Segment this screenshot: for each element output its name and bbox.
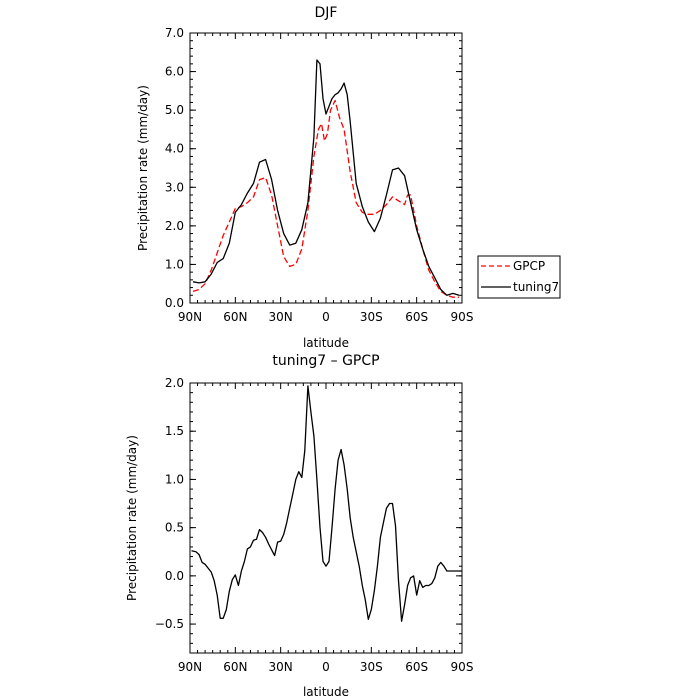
x-tick-label: 60N	[223, 310, 247, 324]
y-tick-label: 7.0	[165, 26, 184, 40]
chart-title: tuning7 – GPCP	[272, 353, 379, 369]
x-tick-label: 60S	[405, 310, 428, 324]
series-group	[192, 59, 460, 298]
y-tick-label: −0.5	[155, 617, 184, 631]
legend-label-gpcp: GPCP	[513, 259, 545, 273]
y-tick-label: 4.0	[165, 142, 184, 156]
panel-djf: DJF 90N 60N 30N 0 30S 60S 90S 0.0 1.0 2.0 3.0 4.0 5.…	[136, 5, 473, 350]
x-tick-label: 30N	[269, 310, 293, 324]
x-axis-label: latitude	[303, 336, 349, 350]
x-tick-label: 30S	[360, 660, 383, 674]
y-tick-label: 0.0	[165, 569, 184, 583]
x-tick-label: 60S	[405, 660, 428, 674]
x-tick-label: 0	[322, 660, 330, 674]
x-tick-label: 90S	[451, 310, 474, 324]
tick-group: 90N 60N 30N 0 30S 60S 90S −0.5 0.0 0.5 1.0 1.5 2.0	[155, 376, 474, 674]
y-tick-label: 3.0	[165, 180, 184, 194]
y-tick-label: 1.0	[165, 472, 184, 486]
y-tick-label: 1.0	[165, 257, 184, 271]
legend: GPCP tuning7	[477, 255, 561, 299]
series-group	[191, 385, 462, 622]
x-tick-label: 90N	[178, 310, 202, 324]
x-tick-label: 30S	[360, 310, 383, 324]
y-tick-label: 2.0	[165, 219, 184, 233]
x-axis-label: latitude	[303, 685, 349, 699]
y-axis-label: Precipitation rate (mm/day)	[125, 435, 139, 601]
y-tick-label: 0.5	[165, 521, 184, 535]
y-tick-label: 6.0	[165, 65, 184, 79]
series-line-difference	[191, 385, 462, 622]
x-tick-label: 90N	[178, 660, 202, 674]
panel-difference: tuning7 – GPCP 90N 60N 30N 0 30S 60S 90S −0.5 0.…	[125, 353, 473, 699]
legend-label-tuning7: tuning7	[513, 280, 559, 294]
series-line-gpcp	[192, 99, 459, 298]
plot-frame	[189, 32, 463, 304]
y-tick-label: 1.5	[165, 424, 184, 438]
series-line-tuning7	[192, 59, 460, 296]
y-tick-label: 0.0	[165, 296, 184, 310]
tick-group: 90N 60N 30N 0 30S 60S 90S 0.0 1.0 2.0 3.0 4.0 5.0 6.0…	[165, 26, 474, 324]
x-tick-label: 0	[322, 310, 330, 324]
x-tick-label: 90S	[451, 660, 474, 674]
plot-frame	[189, 382, 463, 654]
y-tick-label: 5.0	[165, 103, 184, 117]
y-axis-label: Precipitation rate (mm/day)	[136, 85, 150, 251]
y-tick-label: 2.0	[165, 376, 184, 390]
legend-box	[477, 255, 561, 299]
chart-title: DJF	[315, 5, 338, 21]
x-tick-label: 30N	[269, 660, 293, 674]
x-tick-label: 60N	[223, 660, 247, 674]
